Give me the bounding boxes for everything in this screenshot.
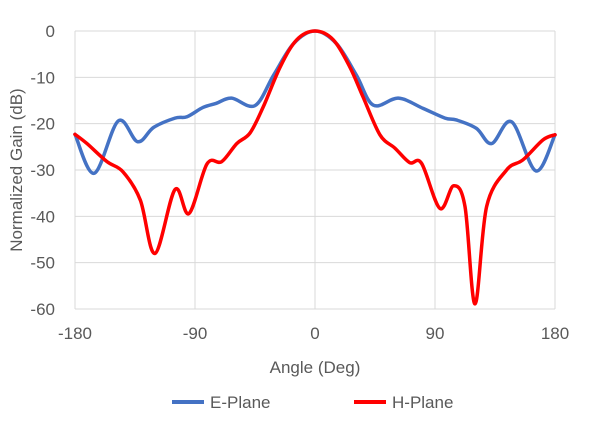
y-tick-label: -20 [30, 115, 55, 134]
x-tick-label: -180 [58, 324, 92, 343]
legend: E-Plane H-Plane [172, 393, 453, 412]
y-tick-labels: 0 -10 -20 -30 -40 -50 -60 [30, 22, 55, 319]
y-tick-label: -40 [30, 207, 55, 226]
y-tick-label: -50 [30, 254, 55, 273]
x-axis-title: Angle (Deg) [270, 358, 361, 377]
x-tick-label: -90 [183, 324, 208, 343]
x-tick-labels: -180 -90 0 90 180 [58, 324, 569, 343]
legend-label-e-plane: E-Plane [210, 393, 270, 412]
legend-label-h-plane: H-Plane [392, 393, 453, 412]
y-tick-label: -10 [30, 68, 55, 87]
grid [74, 30, 556, 310]
y-axis-title: Normalized Gain (dB) [7, 88, 26, 251]
series-lines [73, 29, 557, 306]
x-tick-label: 90 [426, 324, 445, 343]
y-tick-label: -60 [30, 300, 55, 319]
x-tick-label: 0 [310, 324, 319, 343]
y-tick-label: -30 [30, 161, 55, 180]
series-line-h-plane [73, 29, 557, 306]
y-tick-label: 0 [46, 22, 55, 41]
x-tick-label: 180 [541, 324, 569, 343]
